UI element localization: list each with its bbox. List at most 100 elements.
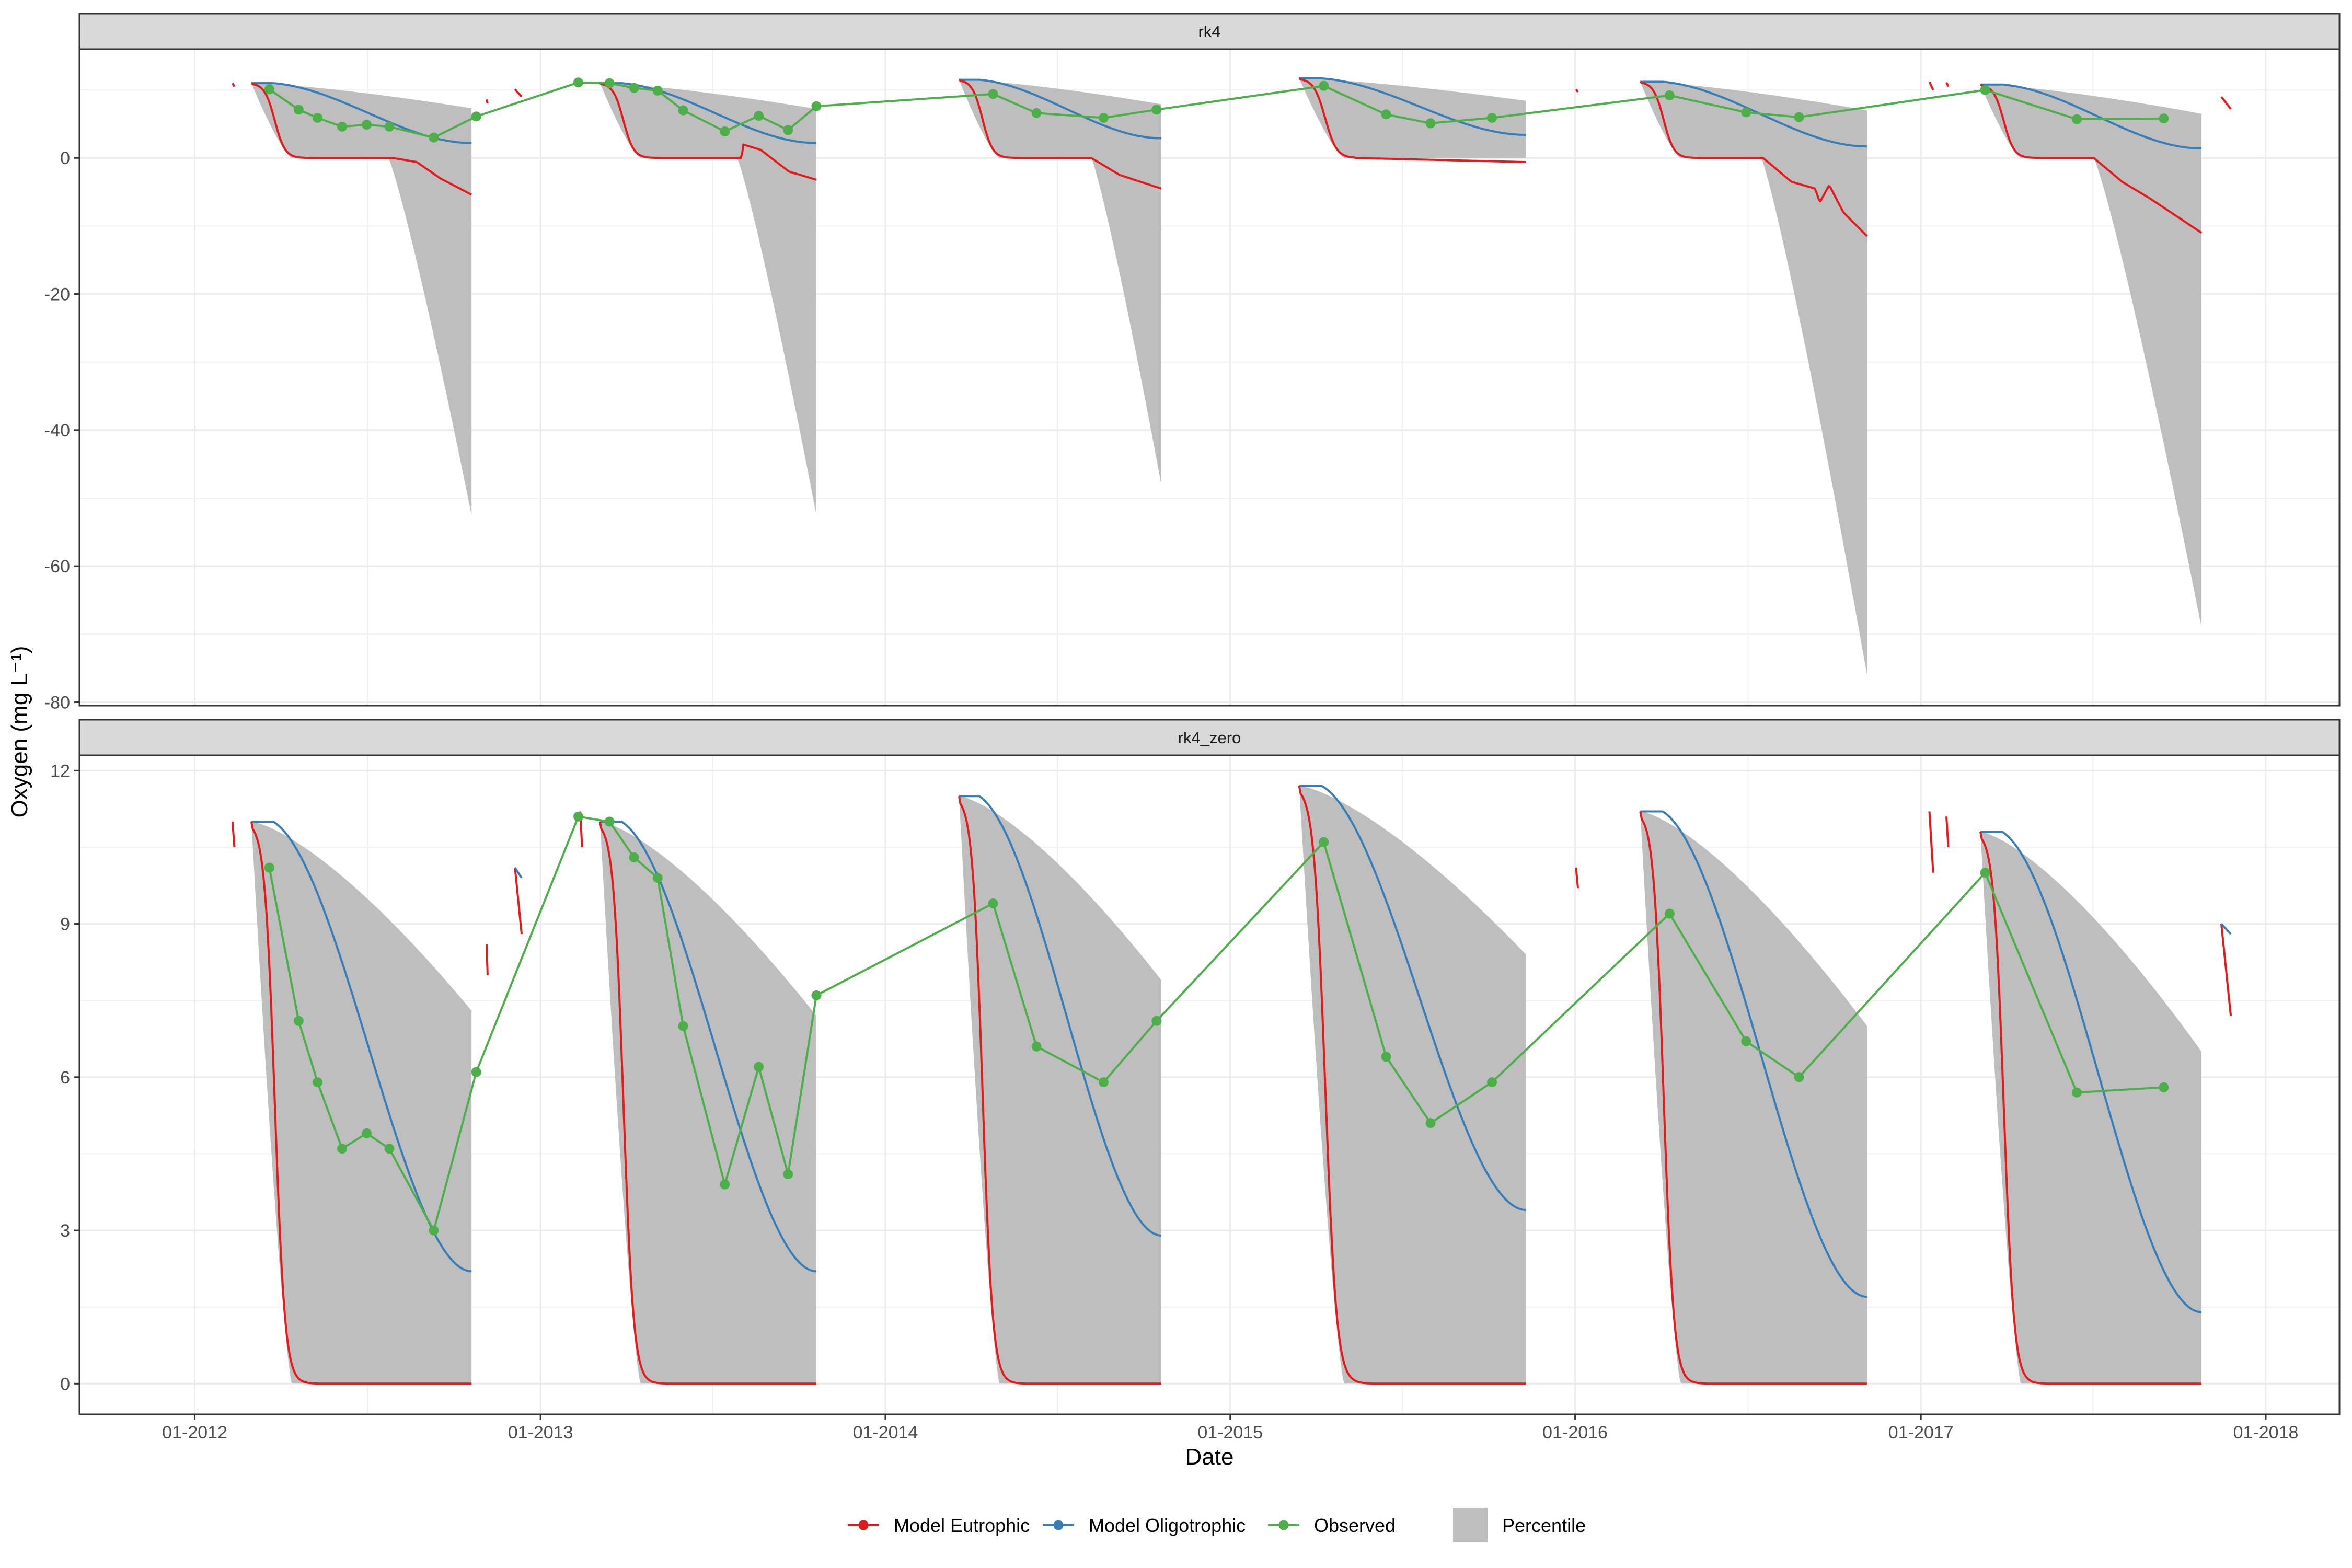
observed-point: [2159, 113, 2169, 124]
observed-point: [384, 1144, 395, 1154]
eutrophic-fragment: [1928, 811, 1934, 873]
observed-point: [1794, 1072, 1804, 1082]
observed-point: [1980, 85, 1990, 95]
observed-point: [2072, 1087, 2082, 1098]
legend-key-percentile: [1453, 1508, 1488, 1542]
eutrophic-line: [599, 82, 817, 181]
observed-point: [1319, 80, 1329, 91]
y-tick-label: 12: [50, 761, 70, 781]
y-tick-label: -20: [44, 285, 70, 305]
eutrophic-line: [250, 82, 472, 196]
observed-point: [471, 111, 481, 122]
eutrophic-fragment: [1945, 82, 1950, 87]
legend-item: Model Eutrophic: [848, 1515, 1030, 1536]
observed-point: [652, 85, 663, 96]
percentile-band: [600, 822, 816, 1384]
eutrophic-line: [1640, 80, 1868, 237]
eutrophic-fragment: [2220, 924, 2232, 1016]
panel-rk4: rk4 -80 -60 -40 -20 0: [44, 13, 2341, 712]
eutrophic-fragment: [1945, 816, 1950, 848]
observed-point: [604, 816, 615, 827]
observed-point: [652, 873, 663, 883]
eutrophic-fragment: [231, 821, 236, 848]
y-tick-label: 0: [60, 148, 70, 168]
percentile-band: [1640, 811, 1867, 1384]
oligotrophic-line: [959, 78, 1161, 140]
observed-point: [678, 1021, 688, 1031]
x-tick-label: 01-2012: [162, 1423, 227, 1443]
observed-point: [337, 121, 347, 132]
legend-item: Percentile: [1453, 1508, 1586, 1542]
x-tick-label: 01-2014: [853, 1423, 918, 1443]
strip-label: rk4_zero: [1178, 729, 1241, 747]
observed-point: [293, 105, 304, 115]
percentile-band: [1980, 832, 2202, 1384]
y-tick-label: 3: [60, 1221, 70, 1241]
observed-point: [988, 89, 998, 99]
observed-point: [573, 77, 583, 88]
observed-point: [720, 126, 730, 136]
eutrophic-fragment: [514, 88, 523, 98]
legend-label: Model Oligotrophic: [1089, 1515, 1246, 1536]
observed-point: [1741, 107, 1751, 118]
oligotrophic-fragment: [514, 867, 523, 879]
eutrophic-line: [1639, 811, 1867, 1385]
eutrophic-line: [1979, 84, 2203, 234]
percentile-band: [959, 79, 1161, 485]
eutrophic-fragment: [2220, 96, 2232, 110]
observed-point: [2072, 114, 2082, 124]
observed-point: [1151, 1016, 1162, 1026]
percentile-band: [251, 83, 472, 515]
eutrophic-fragment: [486, 944, 489, 975]
eutrophic-line: [958, 79, 1162, 190]
strip-label: rk4: [1198, 22, 1220, 41]
percentile-band: [600, 83, 816, 515]
x-axis-title: Date: [1185, 1444, 1234, 1470]
eutrophic-line: [958, 795, 1161, 1385]
y-tick-label: 0: [60, 1374, 70, 1394]
observed-point: [362, 120, 372, 130]
y-tick-label: -80: [44, 693, 70, 712]
panel-rk4_zero: rk4_zero 0 3 6 9 12 01-2012 01-2013 01-2014 01-20…: [50, 719, 2341, 1443]
observed-point: [313, 1077, 322, 1088]
observed-point: [573, 811, 583, 822]
legend-label: Observed: [1314, 1515, 1396, 1536]
legend-key-point: [858, 1520, 869, 1530]
observed-point: [384, 121, 395, 132]
observed-point: [629, 852, 639, 862]
eutrophic-line: [1298, 786, 1526, 1385]
x-tick-label: 01-2018: [2233, 1423, 2299, 1443]
x-tick-label: 01-2013: [508, 1423, 573, 1443]
observed-point: [429, 132, 439, 143]
oligotrophic-line: [1299, 785, 1526, 1211]
legend-label: Percentile: [1502, 1515, 1586, 1536]
observed-point: [811, 990, 822, 1000]
oligotrophic-line: [959, 795, 1161, 1237]
eutrophic-fragment: [486, 99, 489, 104]
observed-point: [1099, 113, 1109, 123]
percentile-band: [1299, 78, 1526, 158]
legend-key-point: [1278, 1520, 1289, 1530]
observed-point: [264, 862, 274, 873]
eutrophic-fragment: [1575, 88, 1579, 93]
percentile-band: [1640, 82, 1867, 675]
observed-point: [754, 1062, 764, 1072]
observed-point: [293, 1016, 304, 1026]
strip-background: [78, 719, 2341, 756]
observed-point: [1319, 837, 1329, 847]
eutrophic-fragment: [514, 867, 523, 935]
observed-point: [629, 83, 639, 93]
oligotrophic-line: [1640, 810, 1867, 1298]
y-tick-label: 9: [60, 915, 70, 935]
observed-point: [1487, 1077, 1497, 1088]
observed-point: [720, 1179, 730, 1190]
eutrophic-fragment: [1928, 81, 1934, 90]
oligotrophic-line: [600, 821, 817, 1273]
observed-point: [1381, 1052, 1391, 1062]
x-tick-label: 01-2015: [1197, 1423, 1263, 1443]
eutrophic-line: [599, 821, 816, 1385]
x-tick-label: 01-2017: [1888, 1423, 1954, 1443]
strip-background: [78, 13, 2341, 50]
